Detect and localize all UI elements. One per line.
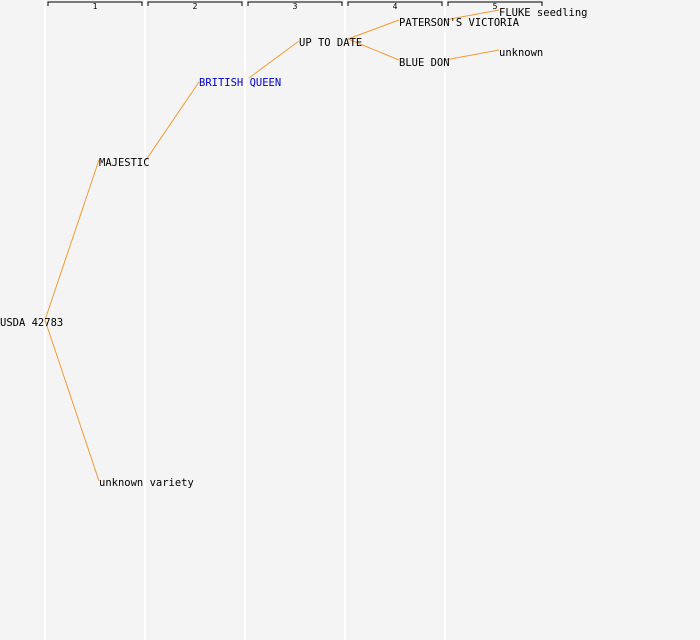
generation-number: 4 xyxy=(393,2,398,11)
pedigree-edge xyxy=(248,40,300,79)
generation-bracket xyxy=(347,1,443,6)
generation-number: 2 xyxy=(193,2,198,11)
pedigree-edge xyxy=(145,81,200,161)
generation-headers: 1 2 3 4 5 xyxy=(47,1,543,11)
pedigree-node-n1[interactable]: MAJESTIC xyxy=(99,157,150,169)
pedigree-node-n0[interactable]: USDA 42783 xyxy=(0,317,63,329)
pedigree-edge xyxy=(347,38,400,61)
generation-bracket xyxy=(47,1,143,6)
generation-bracket xyxy=(447,1,543,6)
pedigree-node-n7[interactable]: FLUKE seedling xyxy=(499,7,588,19)
generation-bracket xyxy=(247,1,343,6)
generation-number: 1 xyxy=(93,2,98,11)
pedigree-node-n8[interactable]: unknown xyxy=(499,47,543,59)
pedigree-edge xyxy=(347,19,400,40)
pedigree-nodes: USDA 42783 MAJESTIC unknown variety BRITISH… xyxy=(0,7,588,489)
pedigree-edges xyxy=(44,9,500,482)
pedigree-edge xyxy=(44,159,100,321)
pedigree-node-n2[interactable]: unknown variety xyxy=(99,477,194,489)
pedigree-edge xyxy=(444,49,500,61)
pedigree-node-n3[interactable]: BRITISH QUEEN xyxy=(199,77,281,89)
generation-number: 3 xyxy=(293,2,298,11)
generation-columns xyxy=(44,0,446,640)
pedigree-node-n5[interactable]: PATERSON'S VICTORIA xyxy=(399,17,520,29)
pedigree-node-n6[interactable]: BLUE DON xyxy=(399,57,450,69)
pedigree-edge xyxy=(444,9,500,21)
generation-bracket xyxy=(147,1,243,6)
pedigree-edge xyxy=(44,319,100,482)
generation-number: 5 xyxy=(493,2,498,11)
pedigree-node-n4[interactable]: UP TO DATE xyxy=(299,37,362,49)
